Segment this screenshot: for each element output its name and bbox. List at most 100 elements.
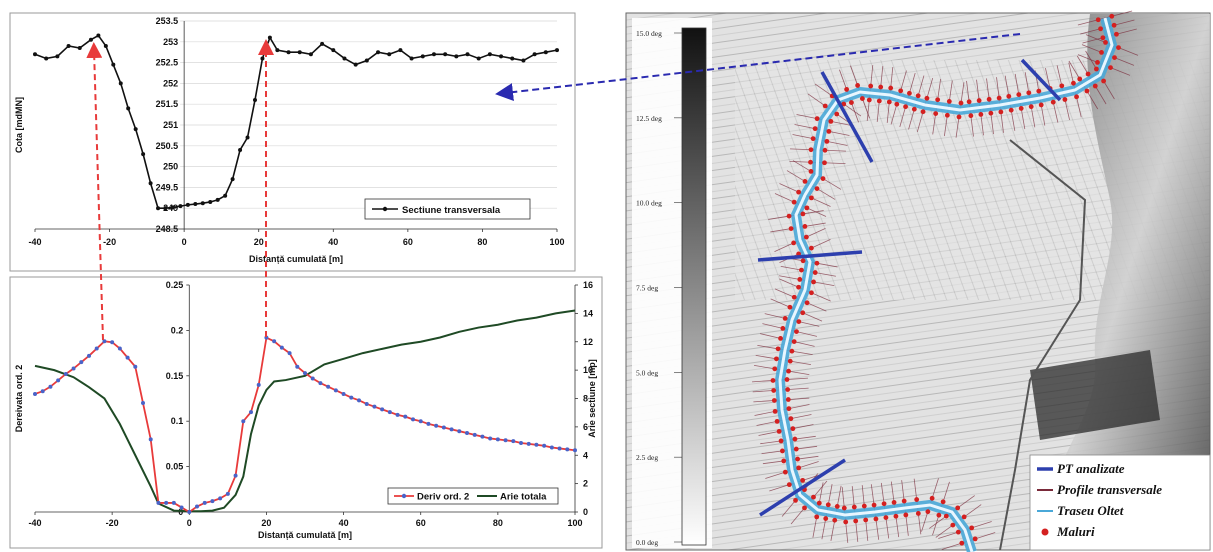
deriv-data-point	[56, 378, 61, 383]
bank-point	[848, 100, 854, 105]
top-x-tick-label: 0	[182, 237, 187, 247]
bank-point	[851, 504, 857, 510]
top-data-point	[96, 33, 101, 38]
bank-point	[1008, 107, 1014, 113]
analyzed-profile-line	[759, 458, 846, 517]
bank-point	[772, 408, 778, 414]
bottom-chart-frame	[9, 276, 603, 549]
top-data-point	[193, 202, 198, 207]
bank-point	[775, 346, 781, 352]
bank-point	[803, 234, 809, 240]
top-x-tick-label: 20	[254, 237, 264, 247]
top-chart-frame	[9, 12, 576, 272]
bank-point	[1077, 76, 1083, 82]
deriv-data-point	[326, 384, 331, 389]
top-y-tick-label: 251	[163, 120, 178, 130]
deriv-data-point	[102, 339, 107, 344]
deriv-data-point	[179, 505, 184, 510]
deriv-data-point	[441, 425, 446, 430]
deriv-data-point	[256, 382, 261, 387]
top-data-point	[297, 50, 302, 55]
deriv-data-point	[79, 360, 84, 365]
top-data-point	[215, 197, 220, 202]
top-data-point	[200, 201, 205, 206]
bottom-y2-tick-label: 16	[583, 280, 593, 290]
top-data-point	[376, 50, 381, 55]
map-legend-label: Maluri	[1056, 524, 1095, 539]
bank-point	[786, 406, 792, 412]
bank-point	[793, 497, 798, 503]
bank-point	[834, 504, 840, 509]
deriv-data-point	[210, 499, 215, 504]
bottom-x-tick-label: 100	[567, 518, 582, 528]
top-data-point	[465, 52, 470, 57]
bank-point	[898, 88, 904, 94]
deriv-data-point	[133, 364, 138, 369]
bank-point	[796, 189, 802, 195]
deriv-data-point	[195, 504, 199, 509]
bank-point	[808, 195, 814, 201]
bank-point	[791, 199, 797, 205]
bank-point	[1095, 17, 1101, 23]
bank-point	[772, 366, 778, 372]
bank-point	[788, 226, 794, 232]
top-data-point	[532, 52, 537, 57]
bottom-x-tick-label: 60	[416, 518, 426, 528]
top-y-tick-label: 253	[163, 37, 178, 47]
bank-point	[911, 106, 917, 112]
deriv-data-point	[279, 345, 284, 350]
bank-point	[886, 99, 892, 105]
deriv-data-point	[33, 391, 37, 396]
bank-point	[809, 290, 814, 296]
deriv-data-point	[202, 500, 207, 505]
bank-point	[903, 104, 908, 110]
colorbar-tick-label: 5.0 deg	[636, 368, 658, 377]
bank-point	[946, 99, 952, 104]
bank-point	[788, 416, 794, 422]
top-data-point	[185, 202, 190, 207]
bank-point	[802, 223, 808, 229]
bank-point	[796, 284, 801, 290]
top-data-point	[331, 48, 336, 53]
bottom-y2-axis-label: Arie sectiune [mp]	[587, 359, 597, 438]
river-centerline	[778, 17, 1114, 552]
bottom-y-tick-label: 0.2	[171, 325, 184, 335]
bottom-y2-tick-label: 6	[583, 422, 588, 432]
bank-point	[1062, 97, 1068, 102]
deriv-data-point	[87, 353, 91, 358]
bottom-y2-tick-label: 10	[583, 365, 593, 375]
bank-point	[1100, 35, 1106, 41]
bank-point	[771, 398, 777, 403]
deriv-data-point	[534, 442, 539, 447]
bank-point	[786, 213, 792, 219]
top-data-point	[409, 56, 414, 61]
bank-point	[1095, 60, 1100, 65]
bank-point	[1092, 83, 1098, 89]
bottom-y2-tick-label: 8	[583, 394, 588, 404]
top-y-tick-label: 252	[163, 78, 178, 88]
bank-point	[787, 358, 793, 364]
analyzed-profiles	[757, 58, 1062, 517]
bottom-legend-label-arie: Arie totala	[500, 492, 547, 503]
bottom-x-tick-label: -40	[28, 518, 41, 528]
bank-point	[780, 326, 786, 331]
bank-point	[986, 96, 992, 102]
top-data-point	[118, 81, 123, 86]
bank-point	[955, 505, 961, 511]
deriv-data-point	[488, 436, 493, 441]
bank-point	[893, 513, 899, 519]
bank-point	[841, 505, 847, 511]
deriv-data-point	[164, 500, 169, 505]
deriv-data-point	[148, 437, 153, 442]
top-x-tick-label: 100	[549, 237, 564, 247]
top-y-tick-label: 253.5	[156, 16, 179, 26]
pointer-arrow-left	[86, 42, 104, 341]
top-x-tick-label: -40	[28, 237, 41, 247]
deriv-data-point	[225, 491, 230, 496]
bank-point	[791, 294, 797, 300]
bank-point	[966, 99, 972, 105]
bank-point	[814, 186, 820, 192]
top-data-point	[555, 48, 559, 53]
deriv-data-point	[380, 407, 385, 412]
bank-point	[1098, 26, 1103, 32]
